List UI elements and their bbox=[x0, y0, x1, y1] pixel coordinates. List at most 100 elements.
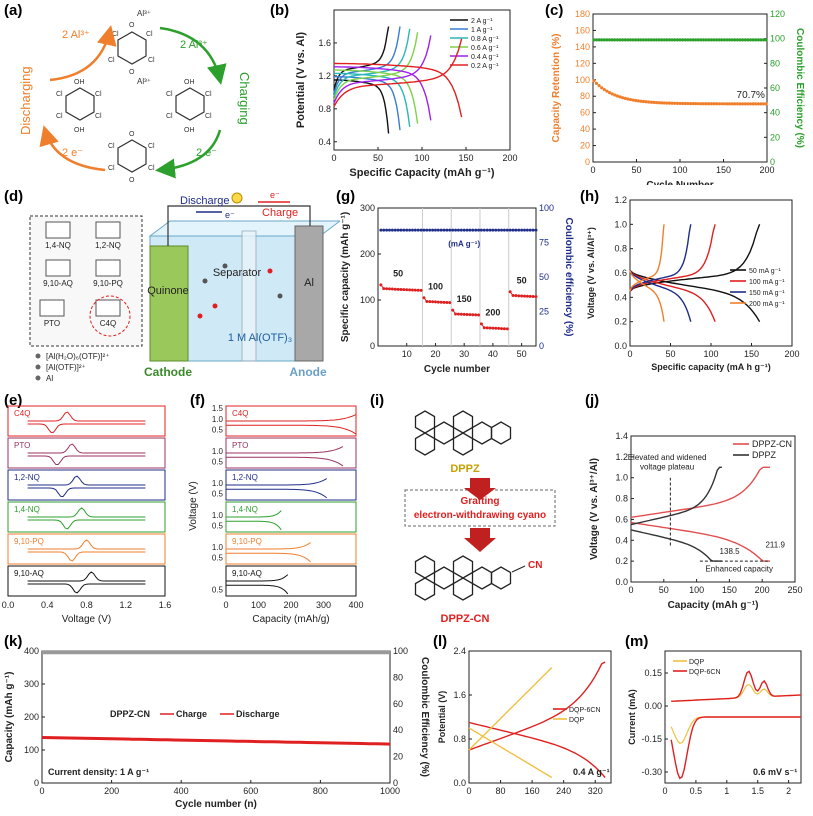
chart-l: 0 80 160 240 320 0.0 0.8 1.6 2.4 Potential (V) DQP… bbox=[437, 646, 612, 796]
retention-point bbox=[696, 102, 700, 106]
aromatic-ring bbox=[414, 555, 436, 579]
y-axis-label: Specific capacity (mAh g⁻¹) bbox=[340, 212, 351, 342]
panel-label-d: (d) bbox=[4, 188, 24, 205]
y-tick-label: 1.6 bbox=[453, 690, 466, 700]
chart-g: 10 20 30 40 50 0 100 200 300 Cycle number Specific… bbox=[340, 203, 574, 375]
x-tick-label: 1.5 bbox=[751, 786, 764, 796]
panel-label-h: (h) bbox=[580, 188, 600, 205]
retention-point bbox=[600, 86, 604, 90]
gcd-curve-charge bbox=[226, 542, 311, 550]
x-tick-label: 200 bbox=[283, 600, 298, 610]
series-line-2-discharge bbox=[629, 270, 692, 322]
svg-text:OH: OH bbox=[184, 79, 195, 86]
x-tick-label: 0 bbox=[662, 786, 667, 796]
y-tick-label: 0.4 bbox=[615, 535, 628, 545]
ce-point bbox=[741, 38, 745, 42]
y-tick-label: 100 bbox=[24, 745, 39, 755]
ce-point bbox=[696, 38, 700, 42]
ce-point bbox=[520, 228, 524, 232]
chart-f: Voltage (V) C4Q 0.5 1.0 1.5 PTO 0.5 1.0 1,2-NQ 0.… bbox=[188, 404, 364, 625]
series-line-2-charge bbox=[629, 224, 692, 292]
ion-dot bbox=[277, 293, 283, 299]
x-tick-label: 100 bbox=[251, 600, 266, 610]
x-tick-label: 2 bbox=[786, 786, 791, 796]
ce-point bbox=[525, 228, 529, 232]
y-tick-label: 1.5 bbox=[212, 404, 224, 413]
ce-point bbox=[433, 228, 437, 232]
legend-entry: DPPZ bbox=[752, 450, 777, 460]
y2-tick-label: 60 bbox=[393, 699, 403, 709]
panel-d-schematic: 1,4-NQ 1,2-NQ 9,10-AQ 9,10-PQ PTO C4Q Quinone S… bbox=[29, 190, 340, 383]
y2-tick-label: 25 bbox=[539, 307, 549, 317]
x-axis-label: Voltage (V) bbox=[62, 614, 111, 625]
molecule-label: PTO bbox=[44, 319, 60, 328]
ce-point bbox=[623, 38, 627, 42]
ce-point bbox=[531, 228, 535, 232]
svg-text:Cl: Cl bbox=[56, 113, 63, 120]
aromatic-ring bbox=[452, 577, 474, 601]
x-tick-label: 50 bbox=[631, 165, 641, 175]
panel-label-l: (l) bbox=[433, 633, 448, 650]
panel-i-scheme: DPPZ Grafting electron-withdrawing cyano CN… bbox=[404, 410, 556, 625]
x-tick-label: 100 bbox=[689, 585, 704, 595]
retention-point bbox=[639, 99, 643, 103]
cv-line-0-cathodic bbox=[670, 716, 801, 744]
molecule-label: 1,2-NQ bbox=[95, 241, 121, 250]
x-tick-label: 0 bbox=[627, 349, 632, 359]
svg-text:Cl: Cl bbox=[148, 143, 155, 150]
ce-point bbox=[396, 228, 400, 232]
legend-ion-icon bbox=[35, 375, 41, 381]
cathode-label: Cathode bbox=[144, 365, 192, 379]
gcd-curve-charge bbox=[226, 574, 289, 582]
cv-series-label: 1,2-NQ bbox=[14, 473, 40, 482]
cv-series-label: 9,10-AQ bbox=[14, 569, 44, 578]
aromatic-ring bbox=[471, 421, 493, 445]
y-axis-label: Current (mA) bbox=[627, 689, 637, 745]
ce-point bbox=[459, 228, 463, 232]
c4q-highlight bbox=[89, 295, 131, 337]
aromatic-ring bbox=[471, 566, 493, 590]
retention-point bbox=[618, 95, 622, 99]
aromatic-ring bbox=[490, 421, 512, 445]
series-line-5-charge bbox=[333, 38, 463, 107]
capacity-line bbox=[41, 736, 391, 746]
x-tick-label: 100 bbox=[703, 349, 718, 359]
svg-text:O: O bbox=[129, 177, 135, 184]
ce-point bbox=[759, 38, 763, 42]
gcd-curve-discharge bbox=[226, 488, 328, 499]
legend-ion-label: [Al(H₂O)₆(OTF)]²⁺ bbox=[46, 352, 109, 361]
retention-point bbox=[756, 102, 760, 106]
x-tick-label: 200 bbox=[104, 786, 119, 796]
ce-point bbox=[756, 38, 760, 42]
y-tick-label: 300 bbox=[24, 679, 39, 689]
retention-point bbox=[699, 102, 703, 106]
ce-point bbox=[465, 228, 469, 232]
y2-tick-label: 40 bbox=[393, 725, 403, 735]
ion-dot bbox=[222, 263, 228, 269]
ce-point bbox=[626, 38, 630, 42]
ce-point bbox=[393, 228, 397, 232]
legend-entry: 2 A g⁻¹ bbox=[471, 18, 493, 25]
y-tick-label: 1.0 bbox=[212, 543, 224, 552]
ce-point bbox=[511, 228, 515, 232]
y-tick-label: 1.2 bbox=[615, 452, 628, 462]
electrons-right: 2 e⁻ bbox=[196, 147, 217, 159]
ce-point bbox=[610, 38, 614, 42]
molecule-sketch bbox=[95, 221, 121, 239]
ce-point bbox=[704, 38, 708, 42]
x-tick-label: 100 bbox=[414, 153, 429, 163]
rate-label: 200 bbox=[485, 308, 500, 318]
x-tick-label: 1.2 bbox=[119, 600, 132, 610]
ce-point bbox=[761, 38, 766, 42]
y-tick-label: 1.6 bbox=[318, 38, 331, 48]
retention-point bbox=[641, 99, 646, 104]
y-tick-label: 1.0 bbox=[212, 511, 224, 520]
ce-point bbox=[673, 38, 677, 42]
ce-point bbox=[701, 38, 706, 42]
series-line-0-charge bbox=[630, 466, 770, 518]
gcd-curve-discharge bbox=[226, 456, 344, 467]
x-tick-label: 800 bbox=[313, 786, 328, 796]
y-axis-label: Potential (V vs. Al) bbox=[295, 32, 307, 129]
x-tick-label: 600 bbox=[243, 786, 258, 796]
